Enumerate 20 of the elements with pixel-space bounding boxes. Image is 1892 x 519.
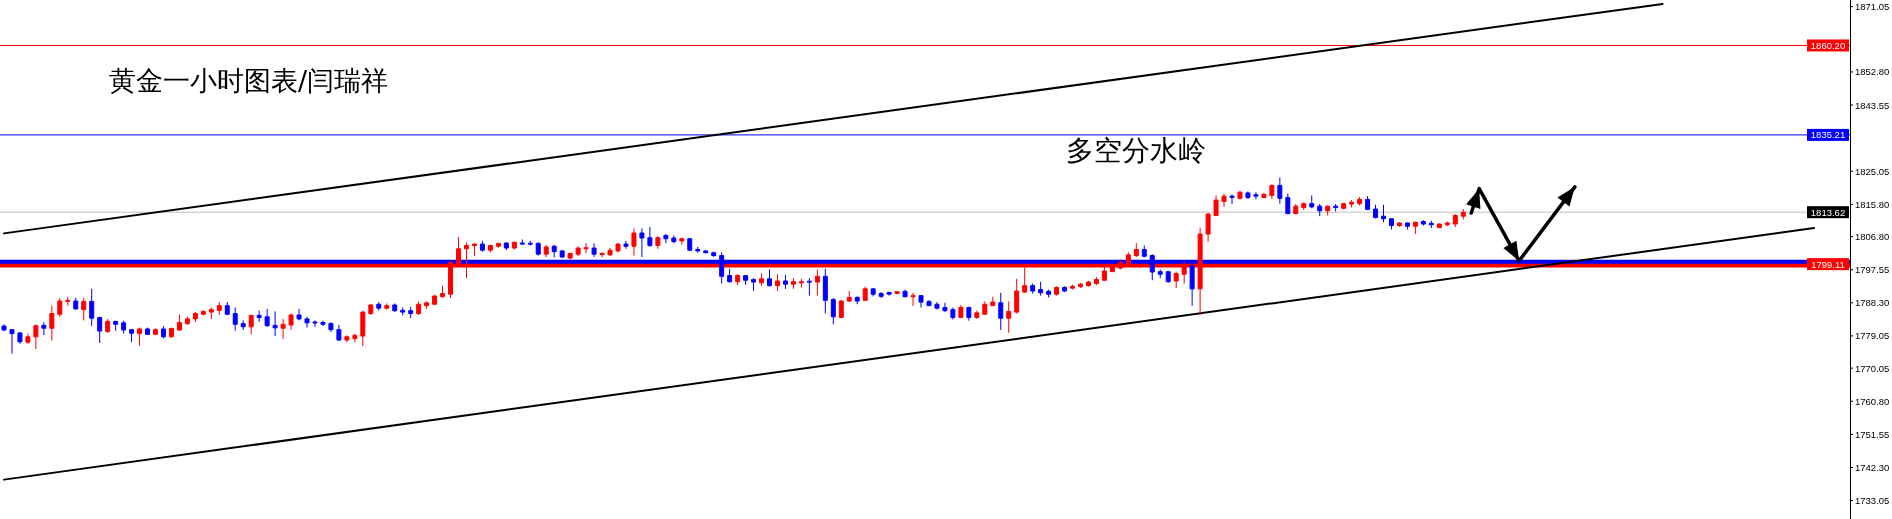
y-tick-label: 1797.55 (1855, 264, 1890, 276)
y-tick-label: 1871.05 (1855, 1, 1890, 13)
y-tick-label: 1742.30 (1855, 461, 1890, 473)
text: 黄金一小时图表/闫瑞祥 (109, 64, 389, 96)
ref-line-label: 1799.11 (1811, 258, 1845, 270)
y-tick-label: 1779.05 (1855, 330, 1890, 342)
y-tick-label: 1770.05 (1855, 362, 1890, 374)
y-tick-label: 1788.30 (1855, 297, 1890, 309)
y-tick-label: 1806.80 (1855, 231, 1890, 243)
y-tick-label: 1825.05 (1855, 165, 1890, 177)
y-tick-label: 1751.55 (1855, 428, 1890, 440)
y-tick-label: 1852.80 (1855, 66, 1890, 78)
annotation: 多空分水岭 (1065, 133, 1206, 166)
y-tick-label: 1760.80 (1855, 395, 1890, 407)
ref-line-label: 1860.20 (1810, 39, 1846, 51)
y-tick-label: 1815.80 (1855, 198, 1890, 210)
ref-line-label: 1813.62 (1810, 206, 1846, 218)
ref-line-label: 1835.21 (1810, 129, 1846, 141)
y-tick-label: 1733.05 (1855, 495, 1890, 507)
y-tick-label: 1843.55 (1855, 99, 1890, 111)
